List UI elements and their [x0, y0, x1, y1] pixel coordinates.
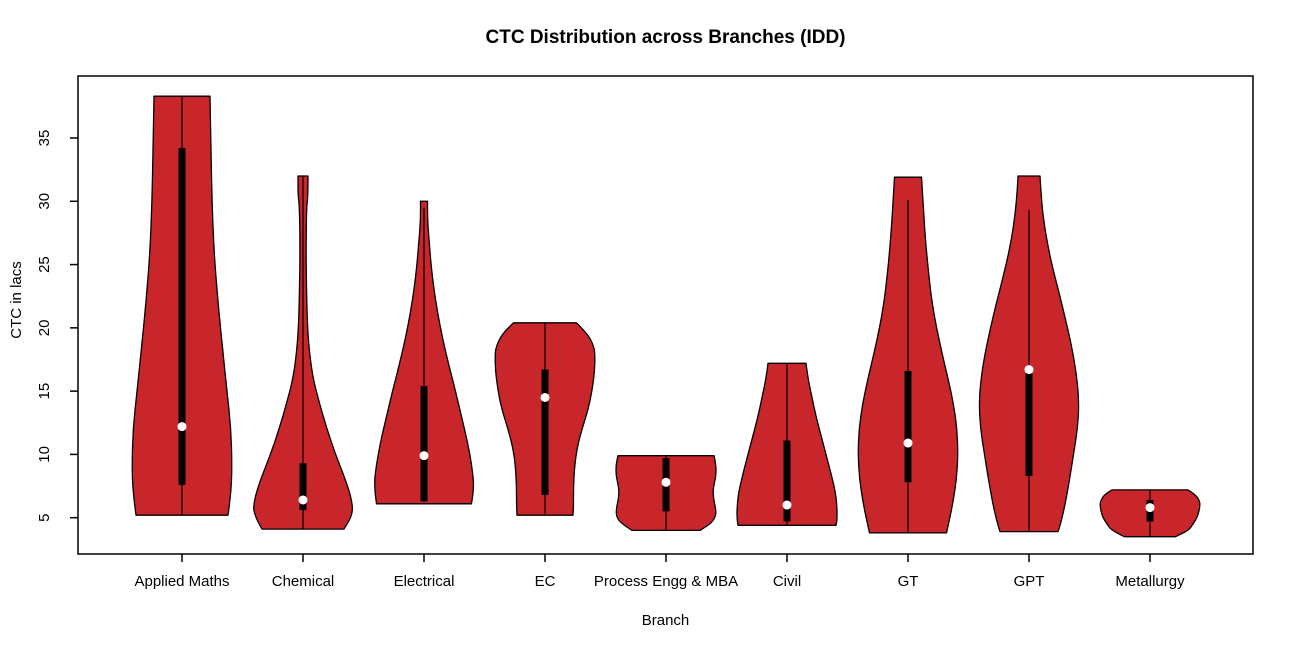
median-dot-gpt [1024, 365, 1034, 375]
median-dot-metallurgy [1145, 503, 1155, 513]
x-tick-label-gt: GT [898, 573, 919, 590]
iqr-box-applied-maths [178, 148, 186, 485]
y-tick-label: 25 [36, 256, 53, 273]
x-tick-label-process-engg-mba: Process Engg & MBA [594, 573, 738, 590]
x-tick-label-chemical: Chemical [272, 573, 335, 590]
x-tick-label-applied-maths: Applied Maths [134, 573, 229, 590]
median-dot-gt [903, 438, 913, 448]
y-tick-label: 30 [36, 193, 53, 210]
y-axis-title: CTC in lacs [8, 261, 25, 339]
x-tick-label-ec: EC [535, 573, 556, 590]
median-dot-electrical [419, 451, 429, 461]
y-tick-label: 5 [36, 514, 53, 522]
median-dot-chemical [298, 495, 308, 505]
iqr-box-gt [904, 370, 912, 483]
median-dot-applied-maths [177, 422, 187, 432]
iqr-box-ec [541, 369, 549, 495]
iqr-box-gpt [1025, 373, 1033, 476]
x-axis-title: Branch [641, 612, 690, 629]
x-tick-label-electrical: Electrical [394, 573, 455, 590]
y-tick-label: 35 [36, 130, 53, 147]
y-tick-label: 20 [36, 320, 53, 337]
x-tick-label-civil: Civil [773, 573, 801, 590]
x-tick-label-metallurgy: Metallurgy [1115, 573, 1185, 590]
x-tick-label-gpt: GPT [1014, 573, 1045, 590]
iqr-box-chemical [299, 463, 307, 511]
median-dot-civil [782, 500, 792, 510]
chart-title: CTC Distribution across Branches (IDD) [485, 27, 846, 48]
y-tick-label: 15 [36, 383, 53, 400]
y-tick-label: 10 [36, 446, 53, 463]
median-dot-process-engg-mba [661, 477, 671, 487]
iqr-box-civil [783, 440, 791, 522]
median-dot-ec [540, 392, 550, 402]
iqr-box-electrical [420, 386, 428, 502]
